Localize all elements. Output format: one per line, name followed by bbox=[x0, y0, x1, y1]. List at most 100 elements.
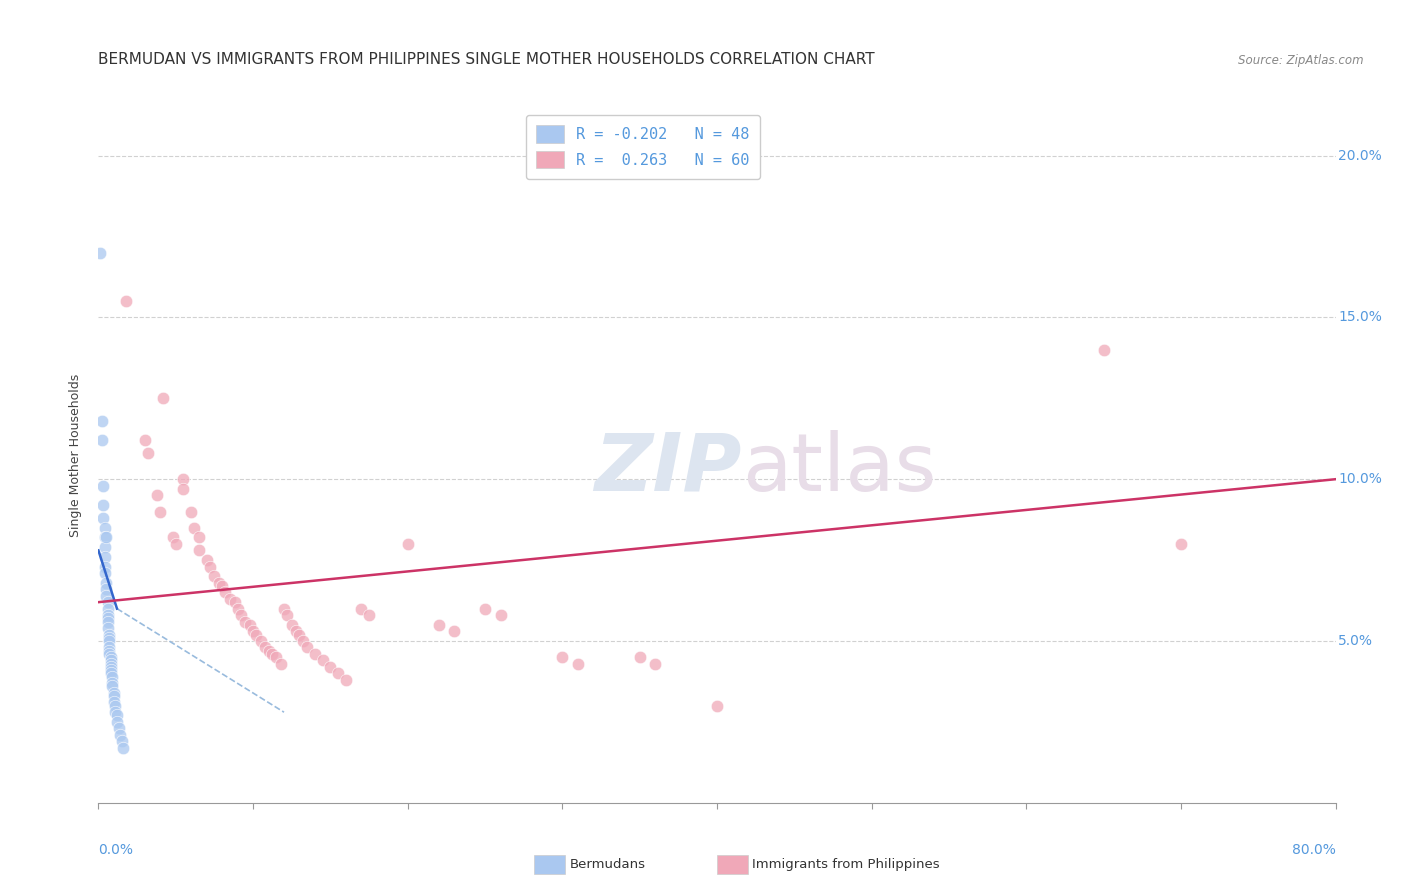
Point bbox=[312, 653, 335, 667]
Point bbox=[104, 698, 127, 713]
Text: BERMUDAN VS IMMIGRANTS FROM PHILIPPINES SINGLE MOTHER HOUSEHOLDS CORRELATION CHA: BERMUDAN VS IMMIGRANTS FROM PHILIPPINES … bbox=[98, 52, 875, 67]
Point bbox=[97, 608, 120, 623]
Point bbox=[100, 650, 122, 665]
Text: 0.0%: 0.0% bbox=[98, 843, 134, 857]
Point bbox=[396, 537, 419, 551]
Point bbox=[567, 657, 589, 671]
Point bbox=[100, 663, 122, 677]
Point bbox=[97, 611, 120, 625]
Point bbox=[276, 608, 298, 623]
Text: 10.0%: 10.0% bbox=[1339, 472, 1382, 486]
Point bbox=[242, 624, 264, 639]
Point bbox=[270, 657, 292, 671]
Text: 5.0%: 5.0% bbox=[1339, 634, 1374, 648]
Point bbox=[198, 559, 221, 574]
Text: Immigrants from Philippines: Immigrants from Philippines bbox=[752, 858, 939, 871]
Point bbox=[98, 631, 121, 645]
Point bbox=[136, 446, 159, 460]
Text: 80.0%: 80.0% bbox=[1292, 843, 1336, 857]
Point bbox=[98, 647, 121, 661]
Point bbox=[152, 392, 174, 406]
Point bbox=[93, 549, 115, 564]
Point bbox=[474, 601, 496, 615]
Text: 20.0%: 20.0% bbox=[1339, 149, 1382, 162]
Point bbox=[1092, 343, 1115, 357]
Text: atlas: atlas bbox=[742, 430, 936, 508]
Point bbox=[108, 728, 131, 742]
Point bbox=[180, 504, 202, 518]
Point bbox=[706, 698, 728, 713]
Point bbox=[224, 595, 246, 609]
Point bbox=[90, 434, 112, 448]
Point bbox=[350, 601, 373, 615]
Point bbox=[134, 434, 156, 448]
Point bbox=[104, 705, 127, 719]
Point bbox=[103, 686, 125, 700]
Point bbox=[101, 670, 124, 684]
Point bbox=[105, 708, 128, 723]
Point bbox=[96, 531, 118, 545]
Point bbox=[93, 540, 115, 554]
Point bbox=[100, 660, 122, 674]
Point bbox=[98, 634, 121, 648]
Point bbox=[335, 673, 357, 687]
Point bbox=[628, 650, 651, 665]
Point bbox=[107, 722, 129, 736]
Point bbox=[443, 624, 465, 639]
Point bbox=[195, 553, 218, 567]
Point bbox=[97, 601, 120, 615]
Point bbox=[226, 601, 249, 615]
Point bbox=[214, 585, 236, 599]
Point bbox=[91, 511, 114, 525]
Point bbox=[319, 660, 342, 674]
Point bbox=[644, 657, 666, 671]
Point bbox=[273, 601, 295, 615]
Point bbox=[229, 608, 252, 623]
Point bbox=[172, 472, 194, 486]
Point bbox=[254, 640, 277, 655]
Point bbox=[149, 504, 172, 518]
Point bbox=[245, 627, 267, 641]
Point bbox=[93, 531, 115, 545]
Text: Source: ZipAtlas.com: Source: ZipAtlas.com bbox=[1239, 54, 1364, 67]
Point bbox=[281, 617, 304, 632]
Point bbox=[100, 657, 122, 671]
Point bbox=[165, 537, 187, 551]
Legend: R = -0.202   N = 48, R =  0.263   N = 60: R = -0.202 N = 48, R = 0.263 N = 60 bbox=[526, 115, 761, 179]
Point bbox=[304, 647, 326, 661]
Point bbox=[101, 676, 124, 690]
Point bbox=[93, 559, 115, 574]
Point bbox=[96, 582, 118, 597]
Point bbox=[326, 666, 350, 681]
Point bbox=[91, 498, 114, 512]
Point bbox=[90, 414, 112, 428]
Point bbox=[101, 679, 124, 693]
Y-axis label: Single Mother Households: Single Mother Households bbox=[69, 373, 82, 537]
Point bbox=[250, 634, 273, 648]
Point bbox=[97, 615, 120, 629]
Point bbox=[146, 488, 169, 502]
Text: 15.0%: 15.0% bbox=[1339, 310, 1382, 325]
Point bbox=[239, 617, 262, 632]
Point bbox=[208, 575, 231, 590]
Point bbox=[162, 531, 184, 545]
Point bbox=[288, 627, 311, 641]
Point bbox=[204, 569, 226, 583]
Point bbox=[100, 666, 122, 681]
Point bbox=[103, 696, 125, 710]
Point bbox=[291, 634, 314, 648]
Point bbox=[98, 627, 121, 641]
Point bbox=[98, 643, 121, 657]
Point bbox=[233, 615, 257, 629]
Point bbox=[96, 589, 118, 603]
Point bbox=[260, 647, 283, 661]
Point bbox=[100, 653, 122, 667]
Point bbox=[112, 740, 135, 755]
Point bbox=[285, 624, 308, 639]
Point bbox=[97, 621, 120, 635]
Point bbox=[103, 689, 125, 703]
Point bbox=[172, 482, 194, 496]
Point bbox=[297, 640, 319, 655]
Point bbox=[93, 566, 115, 580]
Point bbox=[1170, 537, 1192, 551]
